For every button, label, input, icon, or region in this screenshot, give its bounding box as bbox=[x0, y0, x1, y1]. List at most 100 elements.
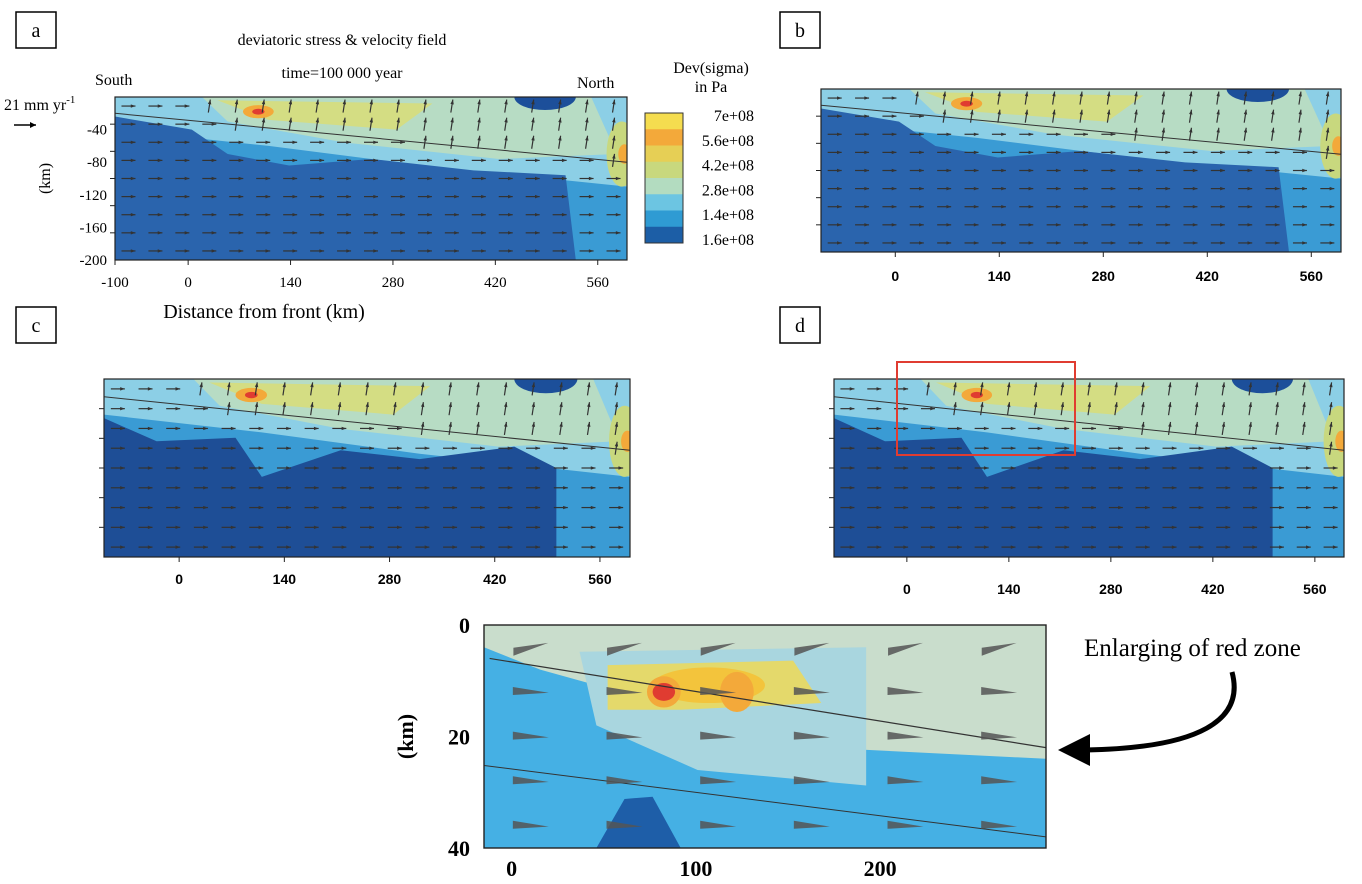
velocity-arrowhead bbox=[930, 545, 935, 549]
velocity-arrowhead bbox=[184, 140, 190, 144]
velocity-arrowhead bbox=[120, 486, 125, 490]
velocity-arrowhead bbox=[1091, 466, 1096, 470]
velocity-arrowhead bbox=[1083, 186, 1088, 191]
velocity-arrowhead bbox=[534, 213, 540, 217]
velocity-arrow bbox=[887, 731, 924, 740]
velocity-arrowhead bbox=[980, 382, 984, 388]
velocity-arrowhead bbox=[341, 545, 347, 549]
velocity-arrowhead bbox=[238, 194, 244, 199]
velocity-arrowhead bbox=[836, 205, 842, 209]
velocity-arrowhead bbox=[590, 525, 596, 530]
velocity-arrowhead bbox=[400, 249, 405, 253]
velocity-arrowhead bbox=[1060, 402, 1065, 408]
fault-line bbox=[115, 112, 627, 163]
velocity-arrow bbox=[606, 776, 643, 785]
velocity-arrowhead bbox=[836, 114, 842, 118]
velocity-arrowhead bbox=[480, 486, 485, 490]
velocity-arrowhead bbox=[1220, 150, 1225, 155]
velocity-arrowhead bbox=[1118, 426, 1123, 431]
velocity-arrowhead bbox=[238, 158, 244, 163]
velocity-arrowhead bbox=[864, 96, 870, 100]
velocity-arrowhead bbox=[563, 545, 568, 549]
velocity-arrowhead bbox=[184, 213, 190, 217]
velocity-arrowhead bbox=[1079, 109, 1083, 115]
colorbar-band bbox=[645, 178, 683, 195]
velocity-arrows bbox=[110, 382, 624, 549]
velocity-arrowhead bbox=[130, 140, 136, 144]
velocity-arrowhead bbox=[1192, 205, 1198, 209]
velocity-arrowhead bbox=[891, 205, 897, 209]
velocity-arrowhead bbox=[1298, 127, 1302, 133]
heatmap-enlarged bbox=[484, 625, 1046, 848]
velocity-arrowhead bbox=[1274, 205, 1280, 209]
velocity-arrowhead bbox=[1037, 426, 1043, 431]
panel-label-b: b bbox=[779, 11, 821, 49]
x-tick-label: 280 bbox=[1099, 581, 1123, 597]
x-tick-label: 0 bbox=[175, 571, 183, 587]
velocity-arrowhead bbox=[590, 505, 596, 510]
velocity-arrowhead bbox=[1198, 466, 1204, 470]
velocity-arrowhead bbox=[261, 99, 266, 105]
velocity-arrowhead bbox=[286, 505, 291, 510]
velocity-arrowhead bbox=[230, 525, 236, 530]
velocity-arrowhead bbox=[157, 194, 163, 199]
velocity-arrowhead bbox=[1302, 421, 1306, 427]
velocity-arrowhead bbox=[1192, 150, 1198, 155]
velocity-arrowhead bbox=[1010, 525, 1016, 530]
velocity-arrowhead bbox=[396, 466, 402, 470]
velocity-arrowhead bbox=[1010, 505, 1016, 510]
velocity-arrowhead bbox=[891, 150, 897, 155]
velocity-arrowhead bbox=[1329, 223, 1335, 227]
velocity-arrowhead bbox=[1033, 402, 1038, 408]
velocity-arrowhead bbox=[1024, 109, 1029, 115]
velocity-arrowhead bbox=[926, 382, 930, 388]
velocity-arrowhead bbox=[175, 486, 181, 490]
velocity-arrowhead bbox=[147, 446, 153, 450]
velocity-arrowhead bbox=[315, 117, 320, 123]
velocity-arrowhead bbox=[227, 382, 231, 388]
velocity-arrowhead bbox=[1329, 168, 1335, 173]
velocity-arrowhead bbox=[319, 140, 325, 144]
velocity-arrowhead bbox=[1118, 525, 1123, 530]
velocity-arrowhead bbox=[534, 158, 540, 163]
velocity-arrowhead bbox=[1248, 421, 1253, 427]
velocity-arrowhead bbox=[1332, 525, 1338, 530]
velocity-arrowhead bbox=[157, 122, 163, 126]
velocity-arrowhead bbox=[836, 168, 842, 173]
velocity-arrowhead bbox=[258, 486, 264, 490]
velocity-arrowhead bbox=[1110, 150, 1116, 155]
velocity-arrowhead bbox=[1225, 466, 1231, 470]
velocity-arrowhead bbox=[369, 99, 373, 105]
velocity-arrow bbox=[793, 776, 830, 785]
velocity-arrowhead bbox=[1168, 382, 1172, 388]
velocity-arrowhead bbox=[396, 117, 400, 123]
velocity-arrowhead bbox=[561, 231, 567, 235]
velocity-arrow bbox=[512, 731, 549, 740]
velocity-arrowhead bbox=[531, 135, 535, 141]
velocity-arrows bbox=[827, 91, 1335, 245]
velocity-arrowhead bbox=[903, 466, 909, 470]
velocity-arrowhead bbox=[849, 446, 855, 450]
velocity-arrow bbox=[981, 820, 1018, 829]
velocity-arrowhead bbox=[211, 213, 217, 217]
velocity-arrowhead bbox=[983, 545, 989, 549]
velocity-arrow bbox=[606, 687, 643, 696]
velocity-arrowhead bbox=[454, 176, 459, 181]
velocity-arrowhead bbox=[614, 402, 619, 408]
velocity-arrowhead bbox=[292, 249, 298, 253]
velocity-arrowhead bbox=[1144, 525, 1150, 530]
y-tick-label: -80 bbox=[87, 155, 107, 171]
velocity-arrowhead bbox=[427, 176, 432, 181]
velocity-arrowhead bbox=[1279, 545, 1284, 549]
velocity-arrowhead bbox=[997, 91, 1001, 97]
velocity-arrowhead bbox=[1110, 168, 1116, 173]
velocity-arrowhead bbox=[1083, 150, 1088, 155]
velocity-arrowhead bbox=[504, 135, 508, 141]
velocity-arrowhead bbox=[313, 486, 319, 490]
velocity-arrow bbox=[512, 687, 549, 696]
velocity-arrowhead bbox=[1194, 402, 1199, 408]
velocity-arrowhead bbox=[953, 382, 957, 388]
velocity-arrowhead bbox=[930, 525, 935, 530]
velocity-arrowhead bbox=[1028, 150, 1034, 155]
fault-line bbox=[104, 396, 630, 451]
